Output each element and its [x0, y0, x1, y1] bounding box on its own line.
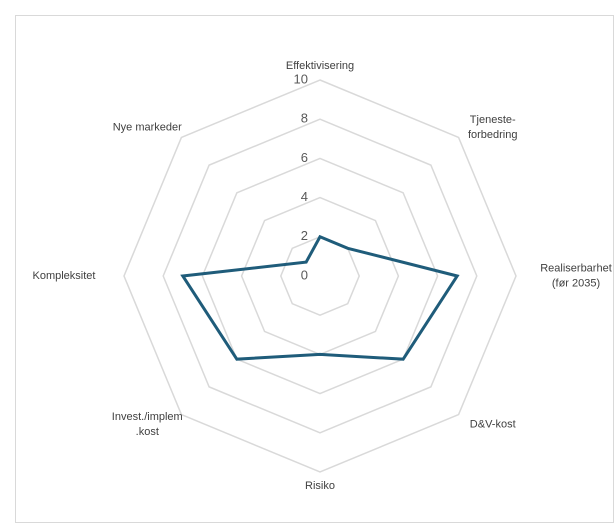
- axis-label-line: Realiserbarhet: [540, 262, 612, 274]
- axis-label: Effektivisering: [286, 60, 354, 72]
- chart-border: [15, 15, 614, 523]
- axis-label-line: .kost: [136, 426, 159, 438]
- axis-label-line: forbedring: [468, 129, 518, 141]
- tick-label: 0: [301, 267, 308, 282]
- axis-label: D&V-kost: [470, 418, 516, 430]
- tick-label: 6: [301, 150, 308, 165]
- tick-label: 10: [294, 71, 308, 86]
- grid-ring: [279, 235, 361, 317]
- axis-label: Risiko: [305, 480, 335, 492]
- axis-label: Tjeneste-forbedring: [468, 114, 518, 141]
- axis-label: Nye markeder: [113, 121, 182, 133]
- axis-label-line: D&V-kost: [470, 418, 516, 430]
- axis-label-line: Tjeneste-: [470, 114, 516, 126]
- axis-label-line: (før 2035): [552, 277, 600, 289]
- tick-label: 8: [301, 111, 308, 126]
- axis-label-line: Nye markeder: [113, 121, 182, 133]
- axis-label-line: Invest./implem: [112, 411, 183, 423]
- grid-ring: [162, 118, 478, 434]
- axis-label-line: Effektivisering: [286, 60, 354, 72]
- tick-label: 2: [301, 228, 308, 243]
- axis-label-line: Kompleksitet: [33, 270, 96, 282]
- axis-label: Realiserbarhet (før 2035): [540, 262, 612, 289]
- axis-label-line: Risiko: [305, 480, 335, 492]
- axis-label: Kompleksitet: [33, 270, 96, 282]
- axis-label: Invest./implem .kost: [112, 411, 183, 438]
- grid-ring: [123, 79, 517, 473]
- tick-label: 4: [301, 189, 308, 204]
- grid-ring: [201, 157, 439, 395]
- series-line: [180, 234, 460, 361]
